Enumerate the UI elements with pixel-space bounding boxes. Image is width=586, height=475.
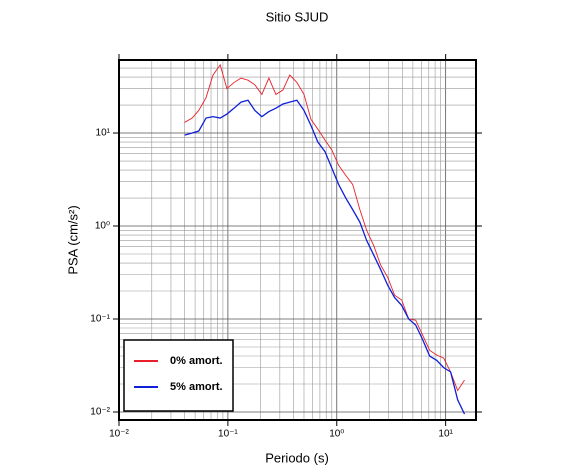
x-axis-label: Periodo (s) [265, 450, 329, 465]
x-tick-label: 10⁰ [329, 429, 344, 440]
y-axis-label: PSA (cm/s²) [65, 205, 80, 274]
series-line [184, 63, 465, 392]
y-tick-label: 10⁻¹ [90, 314, 110, 325]
y-tick-label: 10¹ [96, 128, 111, 139]
series-line [184, 99, 466, 415]
x-tick-label: 10⁻¹ [218, 429, 238, 440]
y-tick-label: 10⁰ [95, 221, 110, 232]
legend-box [123, 339, 234, 412]
chart-title: Sitio SJUD [266, 9, 329, 24]
x-tick-label: 10¹ [438, 429, 453, 440]
y-tick-label: 10⁻² [90, 407, 110, 418]
plot-frame [118, 59, 477, 421]
x-tick-label: 10⁻² [109, 429, 129, 440]
legend-label: 5% amort. [170, 381, 223, 393]
legend-label: 0% amort. [170, 355, 223, 367]
